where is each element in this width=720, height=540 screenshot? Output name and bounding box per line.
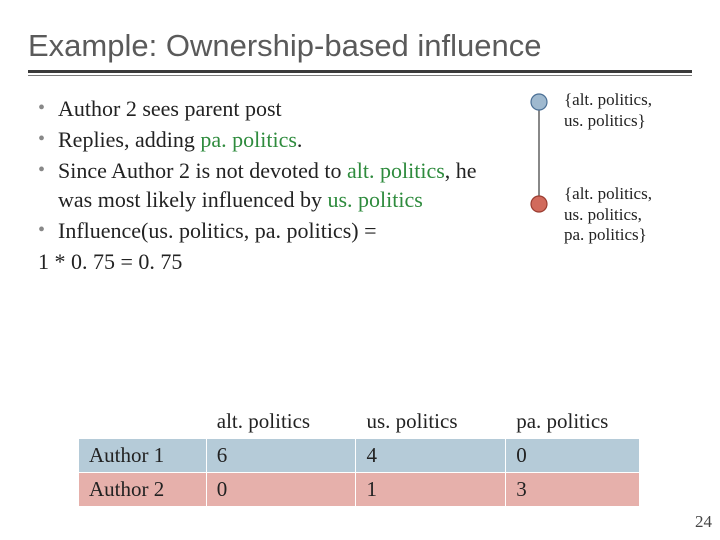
highlight-term: pa. politics: [200, 127, 297, 152]
table-rowname: Author 2: [79, 473, 207, 507]
table-header-cell: pa. politics: [506, 405, 640, 439]
content-area: • Author 2 sees parent post • Replies, a…: [0, 76, 720, 276]
table-cell: 0: [206, 473, 356, 507]
table-header-cell: [79, 405, 207, 439]
bullet-list: • Author 2 sees parent post • Replies, a…: [38, 94, 512, 276]
graph-svg: [524, 92, 564, 222]
graph-diagram: {alt. politics, us. politics} {alt. poli…: [512, 94, 704, 276]
highlight-term: us. politics: [327, 187, 422, 212]
table-header-cell: us. politics: [356, 405, 506, 439]
bullet-item: • Influence(us. politics, pa. politics) …: [38, 216, 512, 245]
table-cell: 3: [506, 473, 640, 507]
bullet-text: Influence(us. politics, pa. politics) =: [58, 216, 512, 245]
page-number: 24: [695, 512, 712, 532]
bullet-text: Replies, adding pa. politics.: [58, 125, 512, 154]
bullet-item: • Author 2 sees parent post: [38, 94, 512, 123]
title-rule-thick: [28, 70, 692, 73]
table-header-cell: alt. politics: [206, 405, 356, 439]
bullet-dot-icon: •: [38, 125, 48, 153]
table-header-row: alt. politics us. politics pa. politics: [79, 405, 640, 439]
calculation-line: 1 * 0. 75 = 0. 75: [38, 247, 512, 276]
node-label-top: {alt. politics, us. politics}: [564, 90, 652, 131]
table-cell: 4: [356, 439, 506, 473]
table-cell: 1: [356, 473, 506, 507]
title-block: Example: Ownership-based influence: [0, 0, 720, 76]
bullet-text: Since Author 2 is not devoted to alt. po…: [58, 156, 512, 214]
data-table-wrap: alt. politics us. politics pa. politics …: [78, 404, 640, 507]
highlight-term: alt. politics: [347, 158, 445, 183]
bullet-dot-icon: •: [38, 94, 48, 122]
data-table: alt. politics us. politics pa. politics …: [78, 404, 640, 507]
bullet-text: Author 2 sees parent post: [58, 94, 512, 123]
table-cell: 6: [206, 439, 356, 473]
table-row: Author 1 6 4 0: [79, 439, 640, 473]
bullet-dot-icon: •: [38, 216, 48, 244]
table-cell: 0: [506, 439, 640, 473]
table-row: Author 2 0 1 3: [79, 473, 640, 507]
node-label-bottom: {alt. politics, us. politics, pa. politi…: [564, 184, 652, 246]
bullet-dot-icon: •: [38, 156, 48, 184]
bullet-item: • Since Author 2 is not devoted to alt. …: [38, 156, 512, 214]
table-rowname: Author 1: [79, 439, 207, 473]
slide-title: Example: Ownership-based influence: [28, 28, 692, 64]
bullet-item: • Replies, adding pa. politics.: [38, 125, 512, 154]
